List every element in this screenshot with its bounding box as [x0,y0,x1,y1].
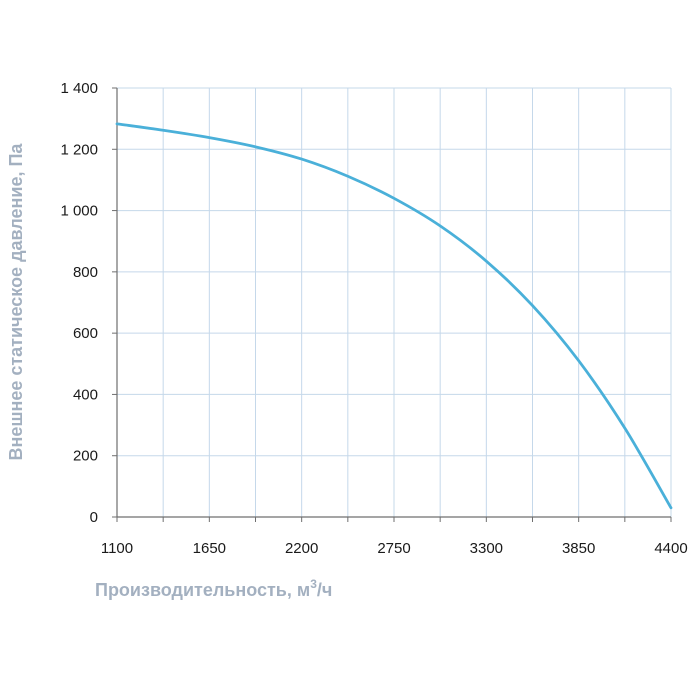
series-layer [115,122,673,510]
x-tick-label: 2200 [285,540,318,557]
x-tick-label: 2750 [377,540,410,557]
y-tick-label: 1 400 [60,80,98,97]
y-tick-label: 400 [73,386,98,403]
x-tick-label: 4400 [654,540,687,557]
x-axis-title-sup: 3 [310,577,317,591]
x-tick-label: 1650 [193,540,226,557]
axes [112,87,672,522]
x-tick-label: 3850 [562,540,595,557]
y-tick-label: 1 000 [60,203,98,220]
y-tick-label: 800 [73,264,98,281]
y-axis-title: Внешнее статическое давление, Па [6,143,26,461]
y-tick-label: 600 [73,325,98,342]
tick-labels: 0 200 400 600 800 1 000 1 200 1 400 1100 1650 2200… [60,80,687,557]
x-axis-title-main: Производительность, м [95,580,310,600]
x-tick-label: 1100 [101,540,133,557]
x-tick-label: 3300 [470,540,503,557]
y-tick-label: 0 [90,509,98,526]
y-tick-label: 200 [73,448,98,465]
x-axis-title: Производительность, м3/ч [95,577,332,600]
y-tick-label: 1 200 [60,141,98,158]
grid-lines [117,87,672,517]
pressure-curve [115,122,673,510]
x-axis-title-tail: /ч [317,580,332,600]
